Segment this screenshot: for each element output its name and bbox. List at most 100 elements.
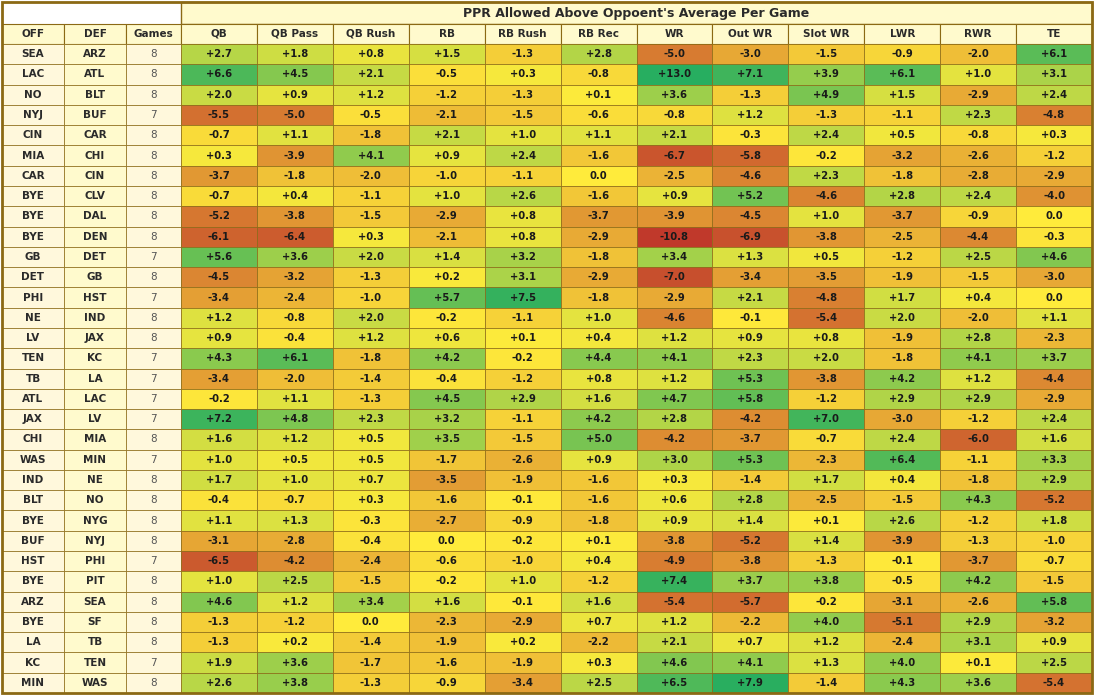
Text: -0.8: -0.8 [284,313,306,322]
Text: -1.1: -1.1 [360,191,382,201]
Text: -0.1: -0.1 [740,313,761,322]
Text: +1.2: +1.2 [206,313,232,322]
Text: +1.0: +1.0 [282,475,307,485]
Bar [126,308,181,328]
Text: 7: 7 [150,414,156,424]
Bar [65,165,126,186]
Bar [409,510,485,531]
Bar [637,571,712,591]
Bar [485,490,560,510]
Bar [2,409,65,430]
Text: +3.8: +3.8 [282,678,307,688]
Bar [560,368,637,389]
Text: -0.2: -0.2 [435,576,457,587]
Bar [1016,44,1092,64]
Text: +2.5: +2.5 [1041,657,1067,668]
Bar [126,206,181,227]
Text: +2.5: +2.5 [585,678,612,688]
Text: +2.3: +2.3 [358,414,384,424]
Bar [712,165,789,186]
Bar [257,531,333,551]
Bar [1016,64,1092,85]
Text: 8: 8 [150,70,156,79]
Text: +0.8: +0.8 [510,211,536,222]
Text: -1.3: -1.3 [208,637,230,647]
Text: +2.4: +2.4 [1041,414,1067,424]
Bar [560,64,637,85]
Text: 7: 7 [150,657,156,668]
Text: +0.9: +0.9 [1041,637,1067,647]
Bar [485,430,560,450]
Text: +6.5: +6.5 [662,678,687,688]
Bar [1016,287,1092,308]
Bar [409,531,485,551]
Bar [257,632,333,653]
Text: +4.2: +4.2 [965,576,991,587]
Text: -3.2: -3.2 [1044,617,1064,627]
Text: +1.4: +1.4 [737,516,764,525]
Bar [864,125,940,145]
Bar [126,64,181,85]
Bar [637,368,712,389]
Bar [712,328,789,348]
Bar [485,409,560,430]
Bar [333,206,409,227]
Bar [940,470,1016,490]
Bar [333,490,409,510]
Bar [940,612,1016,632]
Bar [940,125,1016,145]
Bar [637,490,712,510]
Bar [257,247,333,267]
Text: 7: 7 [150,293,156,302]
Text: +0.2: +0.2 [433,272,459,282]
Bar [1016,632,1092,653]
Bar [560,409,637,430]
Text: +2.0: +2.0 [206,90,232,99]
Text: -4.8: -4.8 [815,293,837,302]
Bar [181,531,257,551]
Bar [2,389,65,409]
Text: -2.1: -2.1 [435,231,457,242]
Bar [126,389,181,409]
Text: +3.4: +3.4 [662,252,687,262]
Bar [940,368,1016,389]
Text: +1.0: +1.0 [813,211,839,222]
Text: +1.2: +1.2 [813,637,839,647]
Bar [485,653,560,673]
Text: WAS: WAS [20,455,46,465]
Bar [940,348,1016,368]
Bar [637,450,712,470]
Bar [2,24,65,44]
Bar [712,64,789,85]
Bar [2,267,65,287]
Text: CHI: CHI [85,151,105,161]
Bar [409,470,485,490]
Text: -5.7: -5.7 [740,597,761,607]
Text: +0.9: +0.9 [662,516,687,525]
Bar [2,368,65,389]
Text: +1.0: +1.0 [510,130,536,140]
Bar [181,85,257,105]
Text: -6.4: -6.4 [283,231,306,242]
Bar [257,653,333,673]
Bar [65,105,126,125]
Bar [257,64,333,85]
Text: -1.0: -1.0 [435,171,457,181]
Text: +1.3: +1.3 [813,657,839,668]
Bar [864,632,940,653]
Text: +0.1: +0.1 [585,90,612,99]
Bar [864,450,940,470]
Text: +0.2: +0.2 [510,637,536,647]
Text: +0.4: +0.4 [282,191,307,201]
Bar [181,24,257,44]
Text: -1.2: -1.2 [815,394,837,404]
Bar [181,490,257,510]
Bar [65,571,126,591]
Text: -2.5: -2.5 [892,231,913,242]
Text: -1.5: -1.5 [967,272,989,282]
Text: QB Pass: QB Pass [271,29,318,39]
Bar [789,470,864,490]
Bar [126,510,181,531]
Text: CLV: CLV [84,191,105,201]
Bar [940,247,1016,267]
